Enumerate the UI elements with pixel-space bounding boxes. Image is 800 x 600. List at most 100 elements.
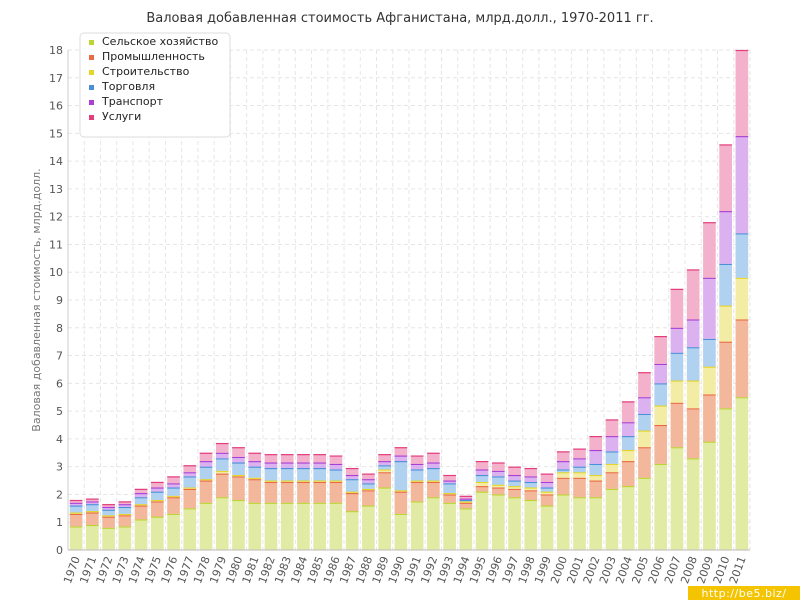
bar-segment[interactable] — [735, 233, 749, 278]
bar-segment[interactable] — [215, 497, 229, 550]
bar-segment[interactable] — [573, 472, 586, 478]
bar-segment[interactable] — [556, 451, 570, 462]
bar-segment[interactable] — [475, 461, 489, 470]
bar-segment[interactable] — [670, 327, 684, 353]
bar-segment[interactable] — [589, 463, 603, 475]
bar-segment[interactable] — [508, 488, 521, 498]
bar-segment[interactable] — [491, 484, 505, 488]
bar-segment[interactable] — [378, 472, 391, 488]
bar-segment[interactable] — [735, 319, 749, 398]
bar-segment[interactable] — [394, 447, 408, 456]
bar-segment[interactable] — [556, 477, 570, 495]
bar-segment[interactable] — [475, 481, 489, 487]
bar-segment[interactable] — [199, 461, 213, 467]
bar-segment[interactable] — [378, 487, 391, 551]
bar-segment[interactable] — [183, 465, 197, 473]
bar-segment[interactable] — [313, 468, 327, 481]
bar-segment[interactable] — [102, 504, 115, 507]
bar-segment[interactable] — [362, 479, 375, 484]
bar-segment[interactable] — [443, 494, 456, 503]
bar-segment[interactable] — [345, 475, 359, 480]
bar-segment[interactable] — [556, 469, 570, 473]
bar-segment[interactable] — [573, 448, 586, 459]
legend-label[interactable]: Торговля — [101, 80, 155, 93]
bar-segment[interactable] — [215, 458, 229, 471]
bar-segment[interactable] — [621, 486, 635, 550]
bar-segment[interactable] — [573, 477, 586, 498]
bar-segment[interactable] — [297, 481, 310, 503]
legend-label[interactable]: Строительство — [102, 65, 190, 78]
bar-segment[interactable] — [491, 487, 505, 495]
bar-segment[interactable] — [735, 277, 749, 320]
bar-segment[interactable] — [280, 502, 294, 550]
bar-segment[interactable] — [102, 506, 115, 510]
bar-segment[interactable] — [686, 408, 700, 459]
bar-segment[interactable] — [150, 516, 164, 550]
bar-segment[interactable] — [297, 454, 310, 463]
bar-segment[interactable] — [150, 491, 164, 500]
bar-segment[interactable] — [134, 519, 148, 550]
bar-segment[interactable] — [410, 463, 424, 470]
bar-segment[interactable] — [686, 347, 700, 381]
bar-segment[interactable] — [69, 526, 83, 550]
bar-segment[interactable] — [670, 288, 684, 328]
bar-segment[interactable] — [215, 470, 229, 474]
bar-segment[interactable] — [362, 483, 375, 489]
bar-segment[interactable] — [134, 505, 148, 520]
bar-segment[interactable] — [167, 487, 180, 496]
bar-segment[interactable] — [427, 462, 440, 469]
bar-segment[interactable] — [719, 263, 732, 306]
bar-segment[interactable] — [427, 452, 440, 463]
bar-segment[interactable] — [459, 502, 473, 509]
legend-label[interactable]: Услуги — [102, 110, 141, 123]
bar-segment[interactable] — [345, 468, 359, 475]
bar-segment[interactable] — [362, 490, 375, 506]
bar-segment[interactable] — [134, 497, 148, 505]
bar-segment[interactable] — [362, 473, 375, 480]
bar-segment[interactable] — [703, 394, 716, 442]
bar-segment[interactable] — [540, 481, 554, 488]
bar-segment[interactable] — [410, 469, 424, 481]
bar-segment[interactable] — [345, 511, 359, 550]
bar-segment[interactable] — [443, 475, 456, 481]
bar-segment[interactable] — [654, 336, 668, 364]
bar-segment[interactable] — [540, 473, 554, 482]
bar-segment[interactable] — [524, 490, 538, 500]
bar-segment[interactable] — [232, 462, 245, 476]
bar-segment[interactable] — [605, 463, 619, 473]
bar-segment[interactable] — [345, 479, 359, 492]
bar-segment[interactable] — [589, 480, 603, 498]
bar-segment[interactable] — [686, 319, 700, 348]
bar-segment[interactable] — [248, 461, 262, 467]
legend-label[interactable]: Промышленность — [102, 50, 205, 63]
bar-segment[interactable] — [605, 451, 619, 464]
bar-segment[interactable] — [280, 468, 294, 481]
bar-segment[interactable] — [638, 430, 651, 448]
bar-segment[interactable] — [329, 455, 343, 464]
bar-segment[interactable] — [638, 447, 651, 478]
bar-segment[interactable] — [540, 491, 554, 495]
bar-segment[interactable] — [118, 501, 132, 505]
bar-segment[interactable] — [475, 491, 489, 550]
bar-segment[interactable] — [670, 380, 684, 403]
bar-segment[interactable] — [556, 461, 570, 470]
bar-segment[interactable] — [150, 501, 164, 517]
bar-segment[interactable] — [475, 486, 489, 492]
bar-segment[interactable] — [589, 450, 603, 464]
bar-segment[interactable] — [313, 502, 327, 550]
bar-segment[interactable] — [556, 494, 570, 550]
bar-segment[interactable] — [735, 136, 749, 234]
bar-segment[interactable] — [443, 480, 456, 484]
bar-segment[interactable] — [686, 458, 700, 550]
bar-segment[interactable] — [638, 372, 651, 398]
legend-label[interactable]: Транспорт — [101, 95, 164, 108]
bar-segment[interactable] — [297, 502, 310, 550]
bar-segment[interactable] — [167, 476, 180, 484]
bar-segment[interactable] — [69, 500, 83, 503]
bar-segment[interactable] — [134, 488, 148, 494]
bar-segment[interactable] — [264, 454, 278, 463]
bar-segment[interactable] — [248, 502, 262, 550]
bar-segment[interactable] — [264, 502, 278, 550]
bar-segment[interactable] — [703, 366, 716, 395]
bar-segment[interactable] — [589, 497, 603, 550]
